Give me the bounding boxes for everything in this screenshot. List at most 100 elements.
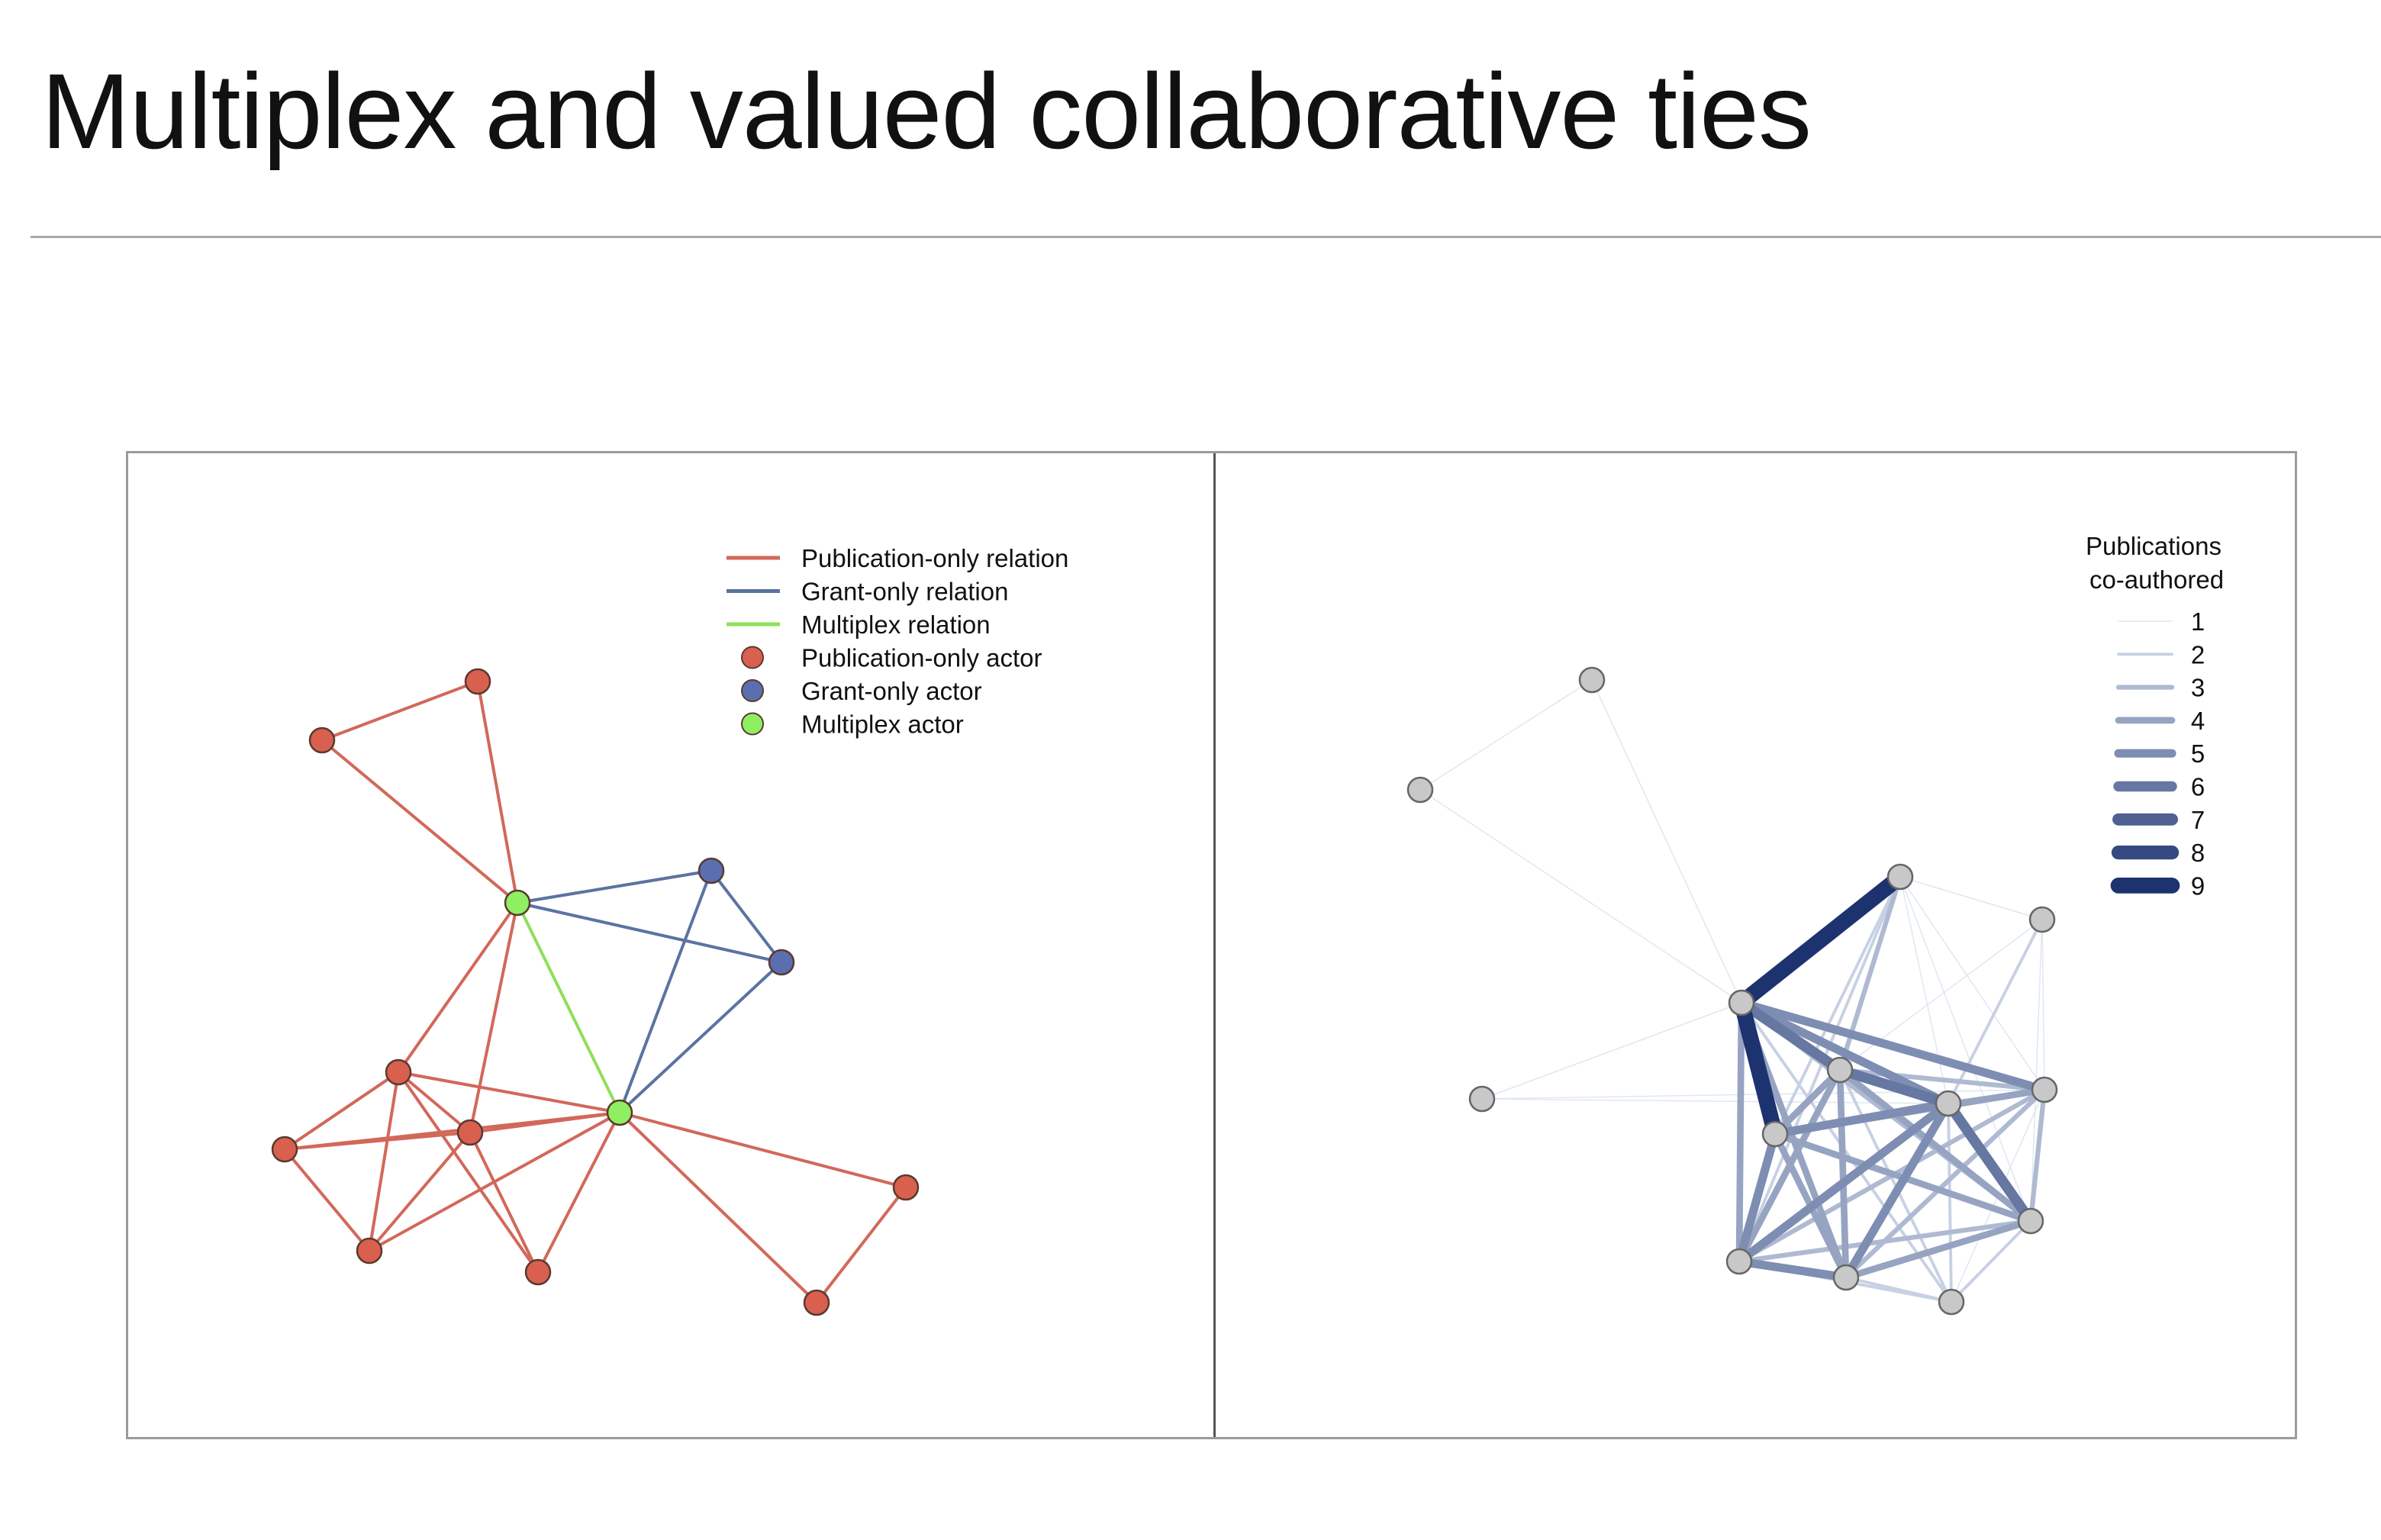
right-edge-E-J <box>1733 994 1783 1142</box>
right-legend-title-line2: co-authored <box>2089 565 2224 594</box>
right-edge-E-G <box>1736 997 1845 1075</box>
left-legend-label-0: Publication-only relation <box>801 544 1068 572</box>
right-edge-G-M <box>1836 1066 1850 1281</box>
right-legend-title-line1: Publications <box>2086 532 2222 560</box>
left-node-i <box>606 1099 633 1126</box>
right-edge-K-N <box>1950 1219 2032 1303</box>
right-edge-E-H <box>1737 998 1953 1108</box>
right-edge-E-I <box>1737 998 2049 1094</box>
right-node-K <box>2017 1207 2044 1235</box>
left-node-b <box>308 727 336 754</box>
right-edge-D-H <box>1947 918 2044 1105</box>
left-edge-f-j <box>368 1071 400 1252</box>
left-node-e <box>768 949 795 976</box>
right-edge-J-L <box>1735 1129 1780 1266</box>
right-legend-label-5: 5 <box>2191 739 2205 768</box>
right-edge-G-I <box>1837 1067 2048 1093</box>
right-node-D <box>2028 906 2056 933</box>
left-edge-i-j <box>369 1111 620 1252</box>
right-legend-label-6: 6 <box>2191 773 2205 801</box>
left-node-g <box>271 1136 298 1163</box>
right-legend-label-2: 2 <box>2191 640 2205 669</box>
left-edge-i-m <box>618 1111 818 1304</box>
right-edge-C-I <box>1899 876 2045 1091</box>
right-node-I <box>2031 1076 2058 1103</box>
left-node-k <box>524 1258 552 1286</box>
right-legend-label-7: 7 <box>2191 806 2205 834</box>
left-legend-swatch-3 <box>741 646 764 669</box>
panel-divider <box>1213 453 1216 1437</box>
left-legend-label-5: Multiplex actor <box>801 710 964 739</box>
right-node-G <box>1826 1056 1854 1084</box>
right-node-N <box>1938 1288 1965 1316</box>
right-edge-H-K <box>1943 1098 2036 1226</box>
right-edge-D-G <box>1839 919 2043 1071</box>
right-legend-label-1: 1 <box>2191 607 2205 636</box>
left-edge-e-i <box>618 961 783 1114</box>
left-legend-swatch-4 <box>741 679 764 702</box>
right-edge-K-L <box>1736 1218 2034 1265</box>
right-network-edges <box>1419 679 2049 1303</box>
right-edge-M-N <box>1845 1276 1953 1303</box>
right-edge-H-N <box>1947 1102 1953 1303</box>
left-edge-h-i <box>469 1111 620 1134</box>
left-edge-h-j <box>368 1131 472 1252</box>
right-legend-label-8: 8 <box>2191 839 2205 867</box>
right-node-B <box>1406 776 1434 804</box>
left-edge-b-c <box>321 739 519 904</box>
left-network-edges <box>283 680 907 1304</box>
left-node-a <box>464 668 491 695</box>
right-node-F <box>1468 1085 1496 1113</box>
left-edge-c-h <box>469 902 519 1133</box>
right-edge-A-B <box>1419 679 1593 791</box>
left-legend-label-1: Grant-only relation <box>801 578 1008 606</box>
left-node-f <box>385 1058 412 1086</box>
right-node-E <box>1728 989 1755 1016</box>
right-edge-I-M <box>1843 1087 2048 1281</box>
left-node-h <box>456 1119 484 1146</box>
right-edge-C-L <box>1738 875 1902 1263</box>
left-edge-c-i <box>516 902 621 1113</box>
right-node-A <box>1578 666 1606 694</box>
left-edge-f-h <box>397 1071 472 1134</box>
right-edge-C-D <box>1899 876 2043 920</box>
right-edge-H-M <box>1841 1099 1953 1282</box>
left-node-d <box>698 857 725 884</box>
left-edge-a-b <box>321 680 478 742</box>
right-edge-C-J <box>1774 875 1902 1136</box>
right-node-L <box>1725 1248 1753 1275</box>
left-edge-f-g <box>283 1071 400 1151</box>
right-edge-C-K <box>1899 876 2031 1222</box>
right-edge-H-L <box>1735 1099 1953 1266</box>
left-edge-d-e <box>710 869 783 964</box>
left-edge-l-m <box>815 1186 907 1304</box>
right-legend-label-9: 9 <box>2191 871 2205 900</box>
right-edge-C-H <box>1899 876 1949 1104</box>
left-edge-a-c <box>476 681 519 904</box>
right-edge-D-I <box>2041 919 2045 1091</box>
right-legend-label-4: 4 <box>2191 707 2205 735</box>
left-edge-c-f <box>397 901 519 1074</box>
title-divider <box>31 236 2381 238</box>
left-network-nodes <box>271 668 920 1316</box>
right-legend-label-3: 3 <box>2191 674 2205 702</box>
right-edge-L-M <box>1735 1257 1851 1282</box>
left-legend-label-3: Publication-only actor <box>801 644 1042 672</box>
left-edge-i-l <box>619 1111 907 1189</box>
right-edge-E-L <box>1735 999 1745 1265</box>
left-edge-g-j <box>283 1148 371 1252</box>
left-edge-d-i <box>618 870 713 1113</box>
right-node-C <box>1886 863 1914 891</box>
right-node-H <box>1935 1090 1962 1117</box>
right-edge-H-J <box>1770 1099 1953 1139</box>
left-edge-c-d <box>517 869 712 904</box>
left-legend-label-4: Grant-only actor <box>801 677 982 705</box>
right-node-J <box>1761 1120 1789 1148</box>
right-node-M <box>1832 1264 1860 1291</box>
right-edge-A-E <box>1591 679 1742 1004</box>
left-node-m <box>803 1289 830 1316</box>
right-edge-E-C <box>1733 868 1909 1011</box>
right-network-legend: Publications co-authored 1 2 3 4 5 6 7 8 9 <box>2086 532 2224 900</box>
left-edge-f-i <box>398 1071 620 1114</box>
